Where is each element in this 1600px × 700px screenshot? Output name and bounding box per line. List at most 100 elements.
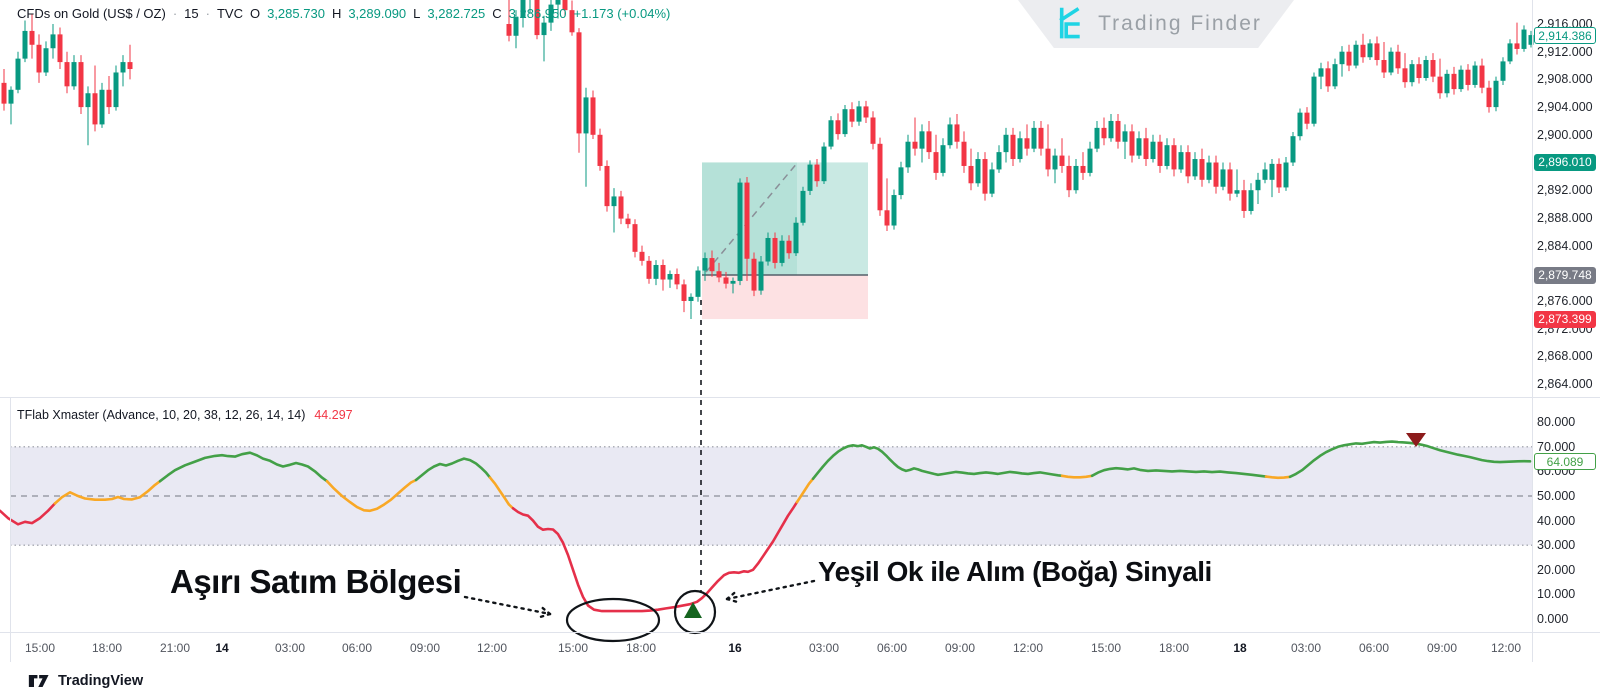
oscillator-segment [325, 478, 418, 513]
candle-body [1241, 190, 1247, 211]
pane-separator[interactable] [0, 397, 1600, 398]
candle-body [849, 109, 855, 122]
candle-body [1073, 165, 1079, 191]
time-tick[interactable]: 15:00 [1090, 641, 1122, 655]
candle-body [506, 24, 512, 36]
indicator-legend[interactable]: TFlab Xmaster (Advance, 10, 20, 38, 12, … [17, 408, 353, 422]
symbol-legend[interactable]: CFDs on Gold (US$ / OZ) · 15 · TVC O 3,285.730… [17, 6, 670, 21]
price-axis-label: 2,912.000 [1537, 44, 1593, 59]
candle-body [842, 109, 848, 135]
candle-body [646, 260, 652, 279]
candle-body [1465, 69, 1471, 85]
candle-body [926, 131, 932, 153]
time-tick[interactable]: 12:00 [1012, 641, 1044, 655]
price-axis-label: 2,908.000 [1537, 72, 1593, 87]
time-tick[interactable]: 03:00 [274, 641, 306, 655]
legend-segment: 3,282.725 [427, 6, 486, 21]
legend-segment: TVC [216, 6, 243, 21]
time-tick[interactable]: 09:00 [1426, 641, 1458, 655]
time-tick[interactable]: 09:00 [944, 641, 976, 655]
candle-body [618, 196, 624, 219]
candle-body [1360, 44, 1366, 58]
legend-segment: +1.173 (+0.04%) [573, 6, 671, 21]
time-tick[interactable]: 09:00 [409, 641, 441, 655]
candle-body [1521, 29, 1527, 49]
candle-body [821, 146, 827, 182]
candle-body [1262, 169, 1268, 180]
time-tick[interactable]: 18:00 [625, 641, 657, 655]
legend-segment: 3,285.730 [267, 6, 325, 21]
price-badge-fill-red[interactable]: 2,873.399 [1534, 310, 1596, 328]
pane-left-border [10, 397, 11, 662]
candle-body [569, 10, 575, 33]
candle-body [1451, 73, 1457, 90]
time-tick[interactable]: 03:00 [1290, 641, 1322, 655]
candle-body [1430, 60, 1436, 77]
price-badge-outline-teal[interactable]: 2,914.386 [1534, 26, 1596, 44]
candle-body [548, 4, 554, 23]
candle-body [106, 89, 112, 108]
time-tick[interactable]: 15:00 [557, 641, 589, 655]
oscillator-segment [1060, 474, 1094, 479]
time-tick[interactable]: 14 [215, 641, 229, 655]
candle-body [1297, 112, 1303, 137]
candle-body [1493, 80, 1499, 108]
price-axis-label: 2,888.000 [1537, 210, 1593, 225]
candle-body [737, 182, 743, 281]
tradingview-brand[interactable]: TradingView [28, 673, 143, 689]
time-tick[interactable]: 21:00 [159, 641, 191, 655]
candle-body [1227, 169, 1233, 194]
time-tick[interactable]: 12:00 [476, 641, 508, 655]
time-tick[interactable]: 06:00 [1358, 641, 1390, 655]
candle-body [1304, 112, 1310, 124]
time-tick[interactable]: 16 [728, 641, 742, 655]
indicator-axis-label: 40.000 [1537, 513, 1576, 528]
time-tick[interactable]: 18 [1233, 641, 1247, 655]
candle-body [1255, 179, 1261, 191]
candle-body [814, 164, 820, 182]
time-tick[interactable]: 03:00 [808, 641, 840, 655]
time-tick[interactable]: 15:00 [24, 641, 56, 655]
candle-body [611, 196, 617, 207]
legend-segment: 3,286.950 [508, 6, 567, 21]
time-tick[interactable]: 12:00 [1490, 641, 1522, 655]
candle-body [730, 280, 736, 284]
candle-body [1185, 152, 1191, 177]
candle-body [597, 134, 603, 166]
time-tick[interactable]: 18:00 [91, 641, 123, 655]
candle-body [1283, 162, 1289, 188]
candle-body [1514, 43, 1520, 49]
price-axis-label: 2,876.000 [1537, 294, 1593, 308]
candle-body [1178, 152, 1184, 170]
time-tick[interactable]: 06:00 [341, 641, 373, 655]
candle-body [786, 240, 792, 254]
price-axis-label: 2,892.000 [1537, 183, 1593, 198]
candle-body [583, 97, 589, 134]
price-badge-fill-gray[interactable]: 2,879.748 [1534, 266, 1596, 284]
candlestick-series [1, 0, 1534, 320]
candle-body [1402, 68, 1408, 83]
candle-body [1087, 148, 1093, 173]
candle-body [758, 261, 764, 291]
candle-body [744, 182, 750, 259]
candle-body [1143, 138, 1149, 160]
indicator-axis-label: 30.000 [1537, 538, 1576, 553]
price-badge-fill-teal[interactable]: 2,896.010 [1534, 153, 1596, 171]
candle-body [576, 32, 582, 134]
oscillator-segment [795, 477, 815, 504]
indicator-value-badge[interactable]: 64.089 [1534, 452, 1596, 470]
candle-body [64, 62, 70, 87]
time-tick[interactable]: 18:00 [1158, 641, 1190, 655]
sell-arrow-icon [1406, 433, 1426, 447]
candle-body [1192, 159, 1198, 177]
candle-body [779, 240, 785, 263]
time-tick[interactable]: 06:00 [876, 641, 908, 655]
oversold-ellipse [565, 597, 661, 643]
watermark-brand: Trading Finder [1098, 12, 1262, 35]
candle-body [688, 296, 694, 301]
candle-body [905, 141, 911, 168]
price-scale-border[interactable] [1532, 0, 1533, 662]
candle-body [1346, 51, 1352, 66]
candle-body [57, 34, 63, 63]
